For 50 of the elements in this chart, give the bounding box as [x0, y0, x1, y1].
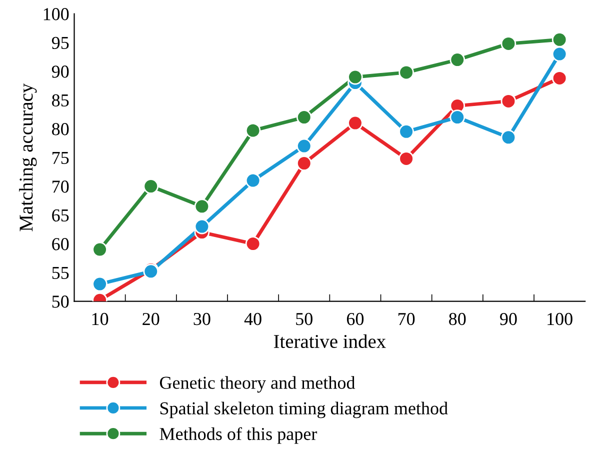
point: [296, 138, 312, 154]
point: [92, 276, 108, 292]
x-tick-label: 30: [194, 312, 210, 326]
point: [500, 130, 516, 146]
y-tick-label: 100: [44, 8, 69, 20]
x-tick-label: 80: [449, 312, 466, 326]
point: [552, 32, 568, 48]
x-axis-title: Iterative index: [274, 334, 386, 348]
point: [348, 69, 363, 85]
point: [552, 70, 568, 86]
y-tick-label: 95: [52, 36, 69, 49]
point: [500, 36, 516, 52]
point: [143, 178, 159, 194]
x-tick-label: 100: [548, 312, 572, 326]
point: [450, 110, 466, 125]
point: [194, 218, 210, 234]
point: [245, 172, 261, 188]
y-tick-label: 60: [52, 238, 69, 250]
y-tick-label: 70: [52, 180, 69, 193]
point: [398, 151, 414, 166]
y-tick-label: 50: [52, 296, 69, 308]
y-tick-label: 80: [52, 123, 69, 136]
y-tick-label: 55: [52, 266, 69, 279]
x-tick-label: 40: [244, 312, 262, 326]
y-tick-label: 85: [52, 94, 69, 106]
x-tick-label: 10: [92, 312, 108, 326]
y-tick-label: 90: [52, 66, 69, 78]
point: [245, 122, 261, 138]
point: [296, 156, 312, 171]
point: [296, 110, 312, 125]
x-tick-label: 70: [398, 312, 415, 326]
y-tick-label: 65: [52, 209, 69, 222]
x-tick-label: 20: [142, 312, 160, 326]
legend-label: Methods of this paper: [160, 427, 318, 444]
x-tick-label: 60: [346, 312, 364, 326]
point: [552, 46, 568, 62]
point: [245, 236, 261, 252]
y-tick-label: 75: [52, 152, 69, 164]
point: [398, 124, 414, 140]
y-axis-title: Matching accuracy: [19, 83, 37, 232]
point: [348, 115, 363, 131]
x-tick-label: 50: [296, 312, 312, 326]
legend-label: Genetic theory and method: [160, 376, 356, 393]
point: [194, 198, 210, 214]
point: [398, 64, 414, 80]
x-tick-label: 90: [500, 312, 517, 326]
point: [92, 242, 108, 258]
point: [500, 94, 516, 109]
legend-label: Spatial skeleton timing diagram method: [160, 402, 448, 418]
point: [450, 52, 466, 68]
